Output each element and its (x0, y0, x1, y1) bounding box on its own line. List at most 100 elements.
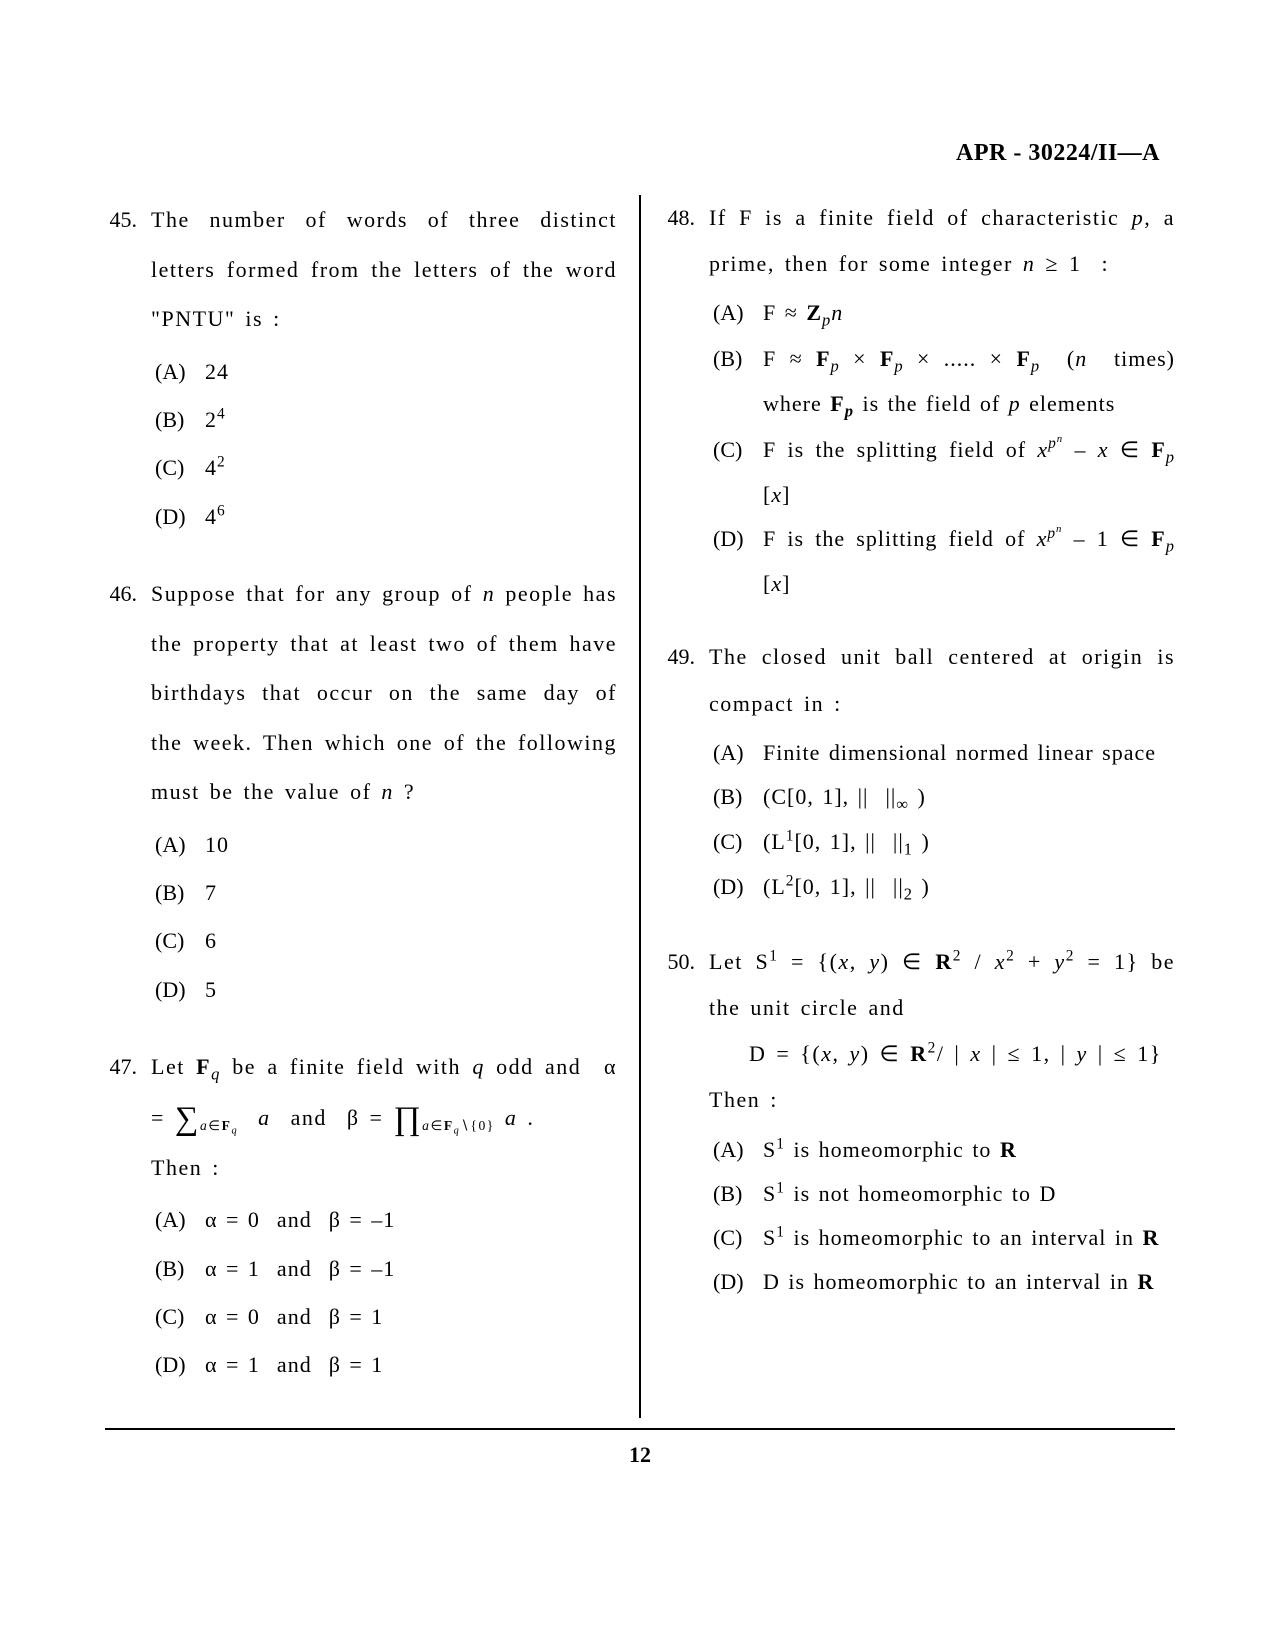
options-list: (A)Finite dimensional normed linear spac… (709, 731, 1175, 911)
option-letter: (B) (709, 775, 763, 820)
question-body: The number of words of three distinct le… (151, 195, 617, 541)
option-text: (L1[0, 1], || ||1 ) (763, 820, 1175, 865)
option-letter: (D) (151, 1341, 205, 1389)
option-text: F ≈ Fp × Fp × ..... × Fp (n times) where… (763, 337, 1175, 428)
options-list: (A)24(B)24(C)42(D)46 (151, 348, 617, 542)
option: (C)F is the splitting field of xpn – x ∈… (709, 428, 1175, 517)
question-number: 48. (663, 195, 709, 606)
option-text: α = 1 and β = 1 (205, 1341, 617, 1389)
options-list: (A)α = 0 and β = –1(B)α = 1 and β = –1(C… (151, 1196, 617, 1390)
question: 50.Let S1 = {(x, y) ∈ R2 / x2 + y2 = 1} … (663, 939, 1175, 1304)
options-list: (A)F ≈ Zpn(B)F ≈ Fp × Fp × ..... × Fp (n… (709, 291, 1175, 606)
option-letter: (C) (709, 820, 763, 865)
option-text: α = 1 and β = –1 (205, 1245, 617, 1293)
option-letter: (A) (151, 821, 205, 869)
footer-rule (105, 1428, 1175, 1430)
option-letter: (C) (151, 1293, 205, 1341)
question: 47.Let Fq be a finite field with q odd a… (105, 1042, 617, 1390)
option: (C)42 (151, 444, 617, 492)
question-body: Let S1 = {(x, y) ∈ R2 / x2 + y2 = 1} be … (709, 939, 1175, 1304)
question-number: 47. (105, 1042, 151, 1390)
option: (A)10 (151, 821, 617, 869)
option-text: S1 is homeomorphic to an interval in R (763, 1216, 1175, 1260)
option: (A)Finite dimensional normed linear spac… (709, 731, 1175, 775)
option: (D)(L2[0, 1], || ||2 ) (709, 865, 1175, 910)
option-letter: (D) (151, 493, 205, 541)
option: (B)7 (151, 869, 617, 917)
left-column: 45.The number of words of three distinct… (105, 195, 639, 1418)
option-text: α = 0 and β = 1 (205, 1293, 617, 1341)
option: (C)6 (151, 917, 617, 965)
option-letter: (C) (709, 428, 763, 517)
option: (A)S1 is homeomorphic to R (709, 1128, 1175, 1172)
question-prompt: The closed unit ball centered at origin … (709, 634, 1175, 726)
option-text: F is the splitting field of xpn – x ∈ Fp… (763, 428, 1175, 517)
option: (A)24 (151, 348, 617, 396)
option: (B)α = 1 and β = –1 (151, 1245, 617, 1293)
option-letter: (A) (151, 1196, 205, 1244)
question-prompt: Let Fq be a finite field with q odd and … (151, 1042, 617, 1192)
option: (C)α = 0 and β = 1 (151, 1293, 617, 1341)
question-prompt: If F is a finite field of characteristic… (709, 195, 1175, 287)
question-body: If F is a finite field of characteristic… (709, 195, 1175, 606)
option-text: 46 (205, 493, 617, 541)
option-letter: (C) (151, 444, 205, 492)
option: (B)24 (151, 396, 617, 444)
option: (A)α = 0 and β = –1 (151, 1196, 617, 1244)
option: (B)(C[0, 1], || ||∞ ) (709, 775, 1175, 820)
right-column: 48.If F is a finite field of characteris… (641, 195, 1175, 1418)
options-list: (A)S1 is homeomorphic to R(B)S1 is not h… (709, 1128, 1175, 1304)
option-letter: (D) (709, 865, 763, 910)
option-letter: (B) (151, 1245, 205, 1293)
option-text: 24 (205, 348, 617, 396)
question-number: 50. (663, 939, 709, 1304)
option: (D)D is homeomorphic to an interval in R (709, 1260, 1175, 1304)
option: (B)F ≈ Fp × Fp × ..... × Fp (n times) wh… (709, 337, 1175, 428)
option-text: 42 (205, 444, 617, 492)
question-number: 49. (663, 634, 709, 911)
option-letter: (C) (709, 1216, 763, 1260)
option-letter: (B) (709, 1172, 763, 1216)
question-prompt: Let S1 = {(x, y) ∈ R2 / x2 + y2 = 1} be … (709, 939, 1175, 1124)
option-text: 6 (205, 917, 617, 965)
option: (D)46 (151, 493, 617, 541)
option: (D)α = 1 and β = 1 (151, 1341, 617, 1389)
option: (A)F ≈ Zpn (709, 291, 1175, 336)
option-text: 5 (205, 966, 617, 1014)
option-text: α = 0 and β = –1 (205, 1196, 617, 1244)
question: 49.The closed unit ball centered at orig… (663, 634, 1175, 911)
page-number: 12 (105, 1442, 1175, 1468)
exam-page: APR - 30224/II—A 45.The number of words … (0, 0, 1275, 1528)
question-number: 45. (105, 195, 151, 541)
option-text: Finite dimensional normed linear space (763, 731, 1175, 775)
option-text: F is the splitting field of xpn – 1 ∈ Fp… (763, 517, 1175, 606)
question-body: The closed unit ball centered at origin … (709, 634, 1175, 911)
option-letter: (B) (709, 337, 763, 428)
option: (D)5 (151, 966, 617, 1014)
question-prompt: The number of words of three distinct le… (151, 195, 617, 344)
option-letter: (A) (709, 731, 763, 775)
question: 48.If F is a finite field of characteris… (663, 195, 1175, 606)
option-letter: (A) (709, 1128, 763, 1172)
option: (D)F is the splitting field of xpn – 1 ∈… (709, 517, 1175, 606)
option-text: 7 (205, 869, 617, 917)
option-text: (L2[0, 1], || ||2 ) (763, 865, 1175, 910)
option-text: (C[0, 1], || ||∞ ) (763, 775, 1175, 820)
option-letter: (D) (709, 1260, 763, 1304)
option-letter: (A) (709, 291, 763, 336)
question-body: Let Fq be a finite field with q odd and … (151, 1042, 617, 1390)
option-text: F ≈ Zpn (763, 291, 1175, 336)
question-number: 46. (105, 569, 151, 1014)
question-prompt: Suppose that for any group of n people h… (151, 569, 617, 817)
question: 45.The number of words of three distinct… (105, 195, 617, 541)
option: (C)(L1[0, 1], || ||1 ) (709, 820, 1175, 865)
option-text: 24 (205, 396, 617, 444)
option-text: 10 (205, 821, 617, 869)
question: 46.Suppose that for any group of n peopl… (105, 569, 617, 1014)
option-letter: (B) (151, 869, 205, 917)
option-letter: (C) (151, 917, 205, 965)
question-body: Suppose that for any group of n people h… (151, 569, 617, 1014)
option-letter: (D) (151, 966, 205, 1014)
option-letter: (B) (151, 396, 205, 444)
two-column-layout: 45.The number of words of three distinct… (105, 195, 1175, 1418)
